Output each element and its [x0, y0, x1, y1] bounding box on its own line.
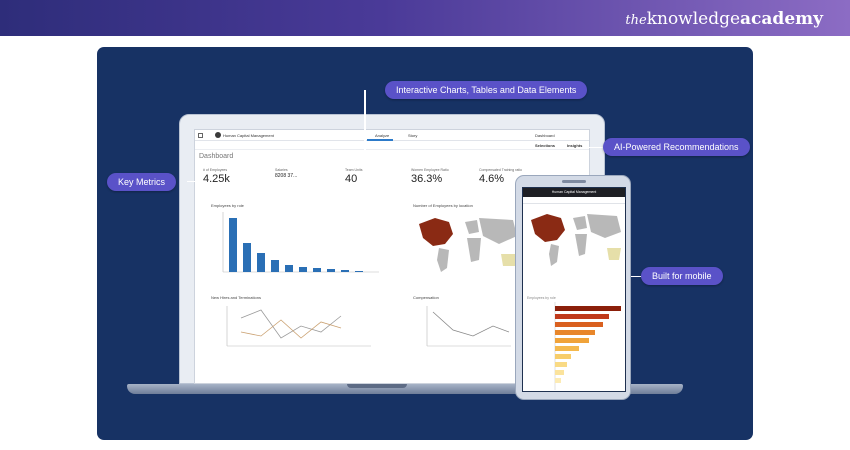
series-line[interactable]	[240, 309, 342, 339]
brand-knowledge: knowledge	[646, 9, 741, 29]
bar[interactable]	[555, 314, 609, 319]
map-region-north-america[interactable]	[531, 214, 565, 242]
kpi-label: Women Employee Ratio	[411, 168, 449, 172]
bar[interactable]	[555, 378, 561, 383]
kpi-label: Compensated Training ratio	[479, 168, 522, 172]
bar[interactable]	[257, 253, 265, 272]
app-name: Human Capital Management	[223, 133, 274, 138]
bar[interactable]	[555, 354, 571, 359]
brand-academy: academy	[740, 9, 823, 29]
headcount-chart-title: Employees by role	[211, 203, 244, 208]
brand-the: the	[625, 13, 647, 28]
callout-leader-line	[364, 90, 366, 230]
series-line[interactable]	[240, 319, 342, 339]
map-region-asia[interactable]	[587, 214, 621, 238]
bar[interactable]	[555, 370, 564, 375]
laptop-base	[127, 384, 683, 394]
phone-speaker	[562, 180, 586, 183]
bar[interactable]	[299, 267, 307, 272]
bar[interactable]	[327, 269, 335, 272]
menu-grid-icon[interactable]	[198, 133, 203, 138]
map-region-south-america[interactable]	[549, 244, 559, 266]
hires-line-chart[interactable]	[211, 302, 381, 362]
promo-stage: Human Capital Management Analyze Story D…	[97, 47, 753, 440]
compensation-line-chart[interactable]	[413, 302, 513, 362]
bar[interactable]	[555, 346, 579, 351]
kpi-value: 4.6%	[479, 173, 505, 185]
header-bar: theknowledgeacademy	[0, 0, 850, 36]
phone-map[interactable]	[527, 208, 623, 270]
bar[interactable]	[555, 322, 603, 327]
insights-button[interactable]: Insights	[567, 143, 583, 148]
phone-chart-title: Employees by role	[527, 296, 556, 300]
bar[interactable]	[271, 260, 279, 272]
series-line[interactable]	[432, 311, 510, 337]
map-region-europe[interactable]	[573, 216, 587, 230]
kpi-team-units[interactable]: Team Units 40	[345, 168, 363, 185]
hires-chart-title: New Hires and Terminations	[211, 295, 261, 300]
map-region-oceania[interactable]	[607, 248, 621, 260]
phone-frame: Human Capital Management Employees by ro…	[515, 175, 631, 400]
page-title: Dashboard	[199, 153, 234, 160]
bar[interactable]	[229, 218, 237, 272]
bar[interactable]	[243, 243, 251, 272]
bar[interactable]	[555, 330, 595, 335]
bar[interactable]	[341, 270, 349, 272]
compensation-title: Compensation	[413, 295, 439, 300]
kpi-women-ratio[interactable]: Women Employee Ratio 36.3%	[411, 168, 449, 185]
callout-ai: AI-Powered Recommendations	[603, 138, 750, 156]
kpi-salaries[interactable]: Salaries 8208 37...	[275, 168, 297, 179]
callout-leader-line	[187, 181, 207, 182]
employee-location-map[interactable]	[413, 210, 523, 280]
bar[interactable]	[285, 265, 293, 272]
phone-bar-chart[interactable]	[527, 302, 623, 392]
map-region-asia[interactable]	[479, 218, 517, 244]
map-region-south-america[interactable]	[437, 248, 449, 272]
bar[interactable]	[555, 338, 589, 343]
phone-app-bar: Human Capital Management	[523, 188, 625, 197]
bar[interactable]	[355, 271, 363, 272]
headcount-bar-chart[interactable]	[211, 210, 381, 288]
kpi-label: Salaries	[275, 168, 288, 172]
kpi-value: 40	[345, 173, 358, 185]
map-region-africa[interactable]	[575, 234, 587, 256]
phone-sub-bar	[523, 197, 625, 204]
kpi-label: # of Employees	[203, 168, 228, 172]
laptop-notch	[347, 384, 407, 388]
selection-bar: Selections Insights	[195, 141, 589, 150]
tab-analyze[interactable]: Analyze	[375, 133, 390, 138]
tab-active-indicator	[367, 139, 393, 141]
kpi-employees[interactable]: # of Employees 4.25k	[203, 168, 230, 185]
selections-button[interactable]: Selections	[535, 143, 556, 148]
bar[interactable]	[555, 306, 621, 311]
phone-screen: Human Capital Management Employees by ro…	[522, 187, 626, 392]
kpi-value: 8208 37...	[275, 173, 298, 179]
map-region-europe[interactable]	[465, 220, 479, 234]
map-region-north-america[interactable]	[419, 218, 453, 246]
app-logo-icon	[215, 132, 221, 138]
dashboard-screen: Human Capital Management Analyze Story D…	[194, 129, 590, 384]
callout-key-metrics: Key Metrics	[107, 173, 177, 191]
kpi-value: 36.3%	[411, 173, 443, 185]
kpi-training-ratio[interactable]: Compensated Training ratio 4.6%	[479, 168, 522, 185]
map-region-africa[interactable]	[467, 238, 481, 262]
bar[interactable]	[555, 362, 567, 367]
callout-mobile: Built for mobile	[641, 267, 723, 285]
callout-interactive: Interactive Charts, Tables and Data Elem…	[385, 81, 588, 99]
kpi-label: Team Units	[345, 168, 363, 172]
map-title: Number of Employees by location	[413, 203, 473, 208]
callout-leader-line	[631, 276, 641, 277]
map-region-oceania[interactable]	[501, 254, 517, 266]
brand-logo[interactable]: theknowledgeacademy	[625, 9, 823, 29]
sheet-selector[interactable]: Dashboard	[535, 133, 555, 138]
app-toolbar: Human Capital Management Analyze Story D…	[195, 130, 589, 141]
tab-story[interactable]: Story	[408, 133, 418, 138]
kpi-value: 4.25k	[203, 173, 230, 185]
bar[interactable]	[313, 268, 321, 272]
callout-leader-line	[587, 147, 607, 148]
